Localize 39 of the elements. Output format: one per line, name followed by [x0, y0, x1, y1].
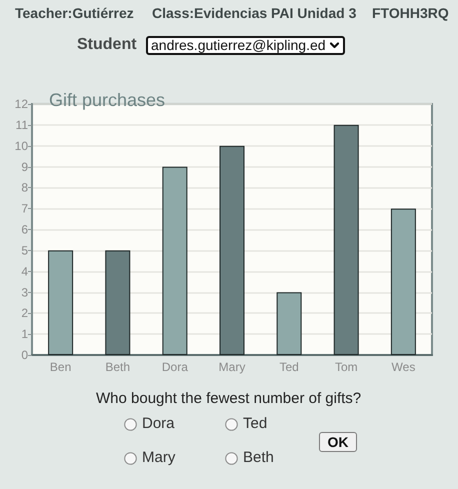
y-tick-label: 1 [21, 327, 28, 342]
y-tick-label: 8 [21, 180, 28, 195]
y-tick-label: 10 [14, 138, 28, 153]
y-tick-label: 12 [14, 97, 28, 111]
y-tick-label: 5 [21, 243, 28, 258]
bar [105, 250, 130, 355]
x-tick-label: Tom [334, 360, 358, 374]
x-tick-label: Ben [50, 360, 72, 374]
text: FTOHH3RQ [372, 5, 449, 22]
y-tick-label: 7 [21, 202, 28, 216]
bar [162, 166, 188, 355]
x-tick-label: Beth [105, 360, 130, 374]
dropdown-field: andres.gutierrez@kipling.ed [146, 36, 345, 55]
text: Student [77, 36, 137, 53]
bar [276, 292, 302, 355]
text: Dora [142, 415, 175, 432]
button: OK [319, 432, 357, 452]
y-tick-label: 2 [21, 306, 28, 320]
x-tick-label: Dora [162, 360, 188, 374]
y-tick-label: 0 [21, 348, 28, 362]
text: Beth [243, 449, 274, 466]
y-tick-label: 6 [21, 222, 28, 236]
x-tick-label: Ted [279, 360, 299, 374]
y-tick-label: 9 [21, 160, 28, 174]
y-tick-label: 3 [21, 285, 28, 300]
y-tick-label: 11 [16, 118, 28, 132]
x-tick-label: Mary [218, 360, 246, 374]
chart-title: Gift purchases [49, 90, 166, 110]
text: Class:Evidencias PAI Unidad 3 [152, 5, 356, 22]
bar [334, 124, 359, 355]
y-tick-label: 4 [21, 264, 28, 278]
text: Mary [142, 449, 176, 466]
x-tick-label: Wes [392, 360, 416, 374]
bar [390, 208, 416, 355]
text: Ted [243, 415, 268, 432]
text: Teacher:Gutiérrez [15, 5, 134, 22]
text: Who bought the fewest number of gifts? [96, 390, 362, 407]
bar [48, 250, 74, 355]
bar [220, 146, 244, 355]
